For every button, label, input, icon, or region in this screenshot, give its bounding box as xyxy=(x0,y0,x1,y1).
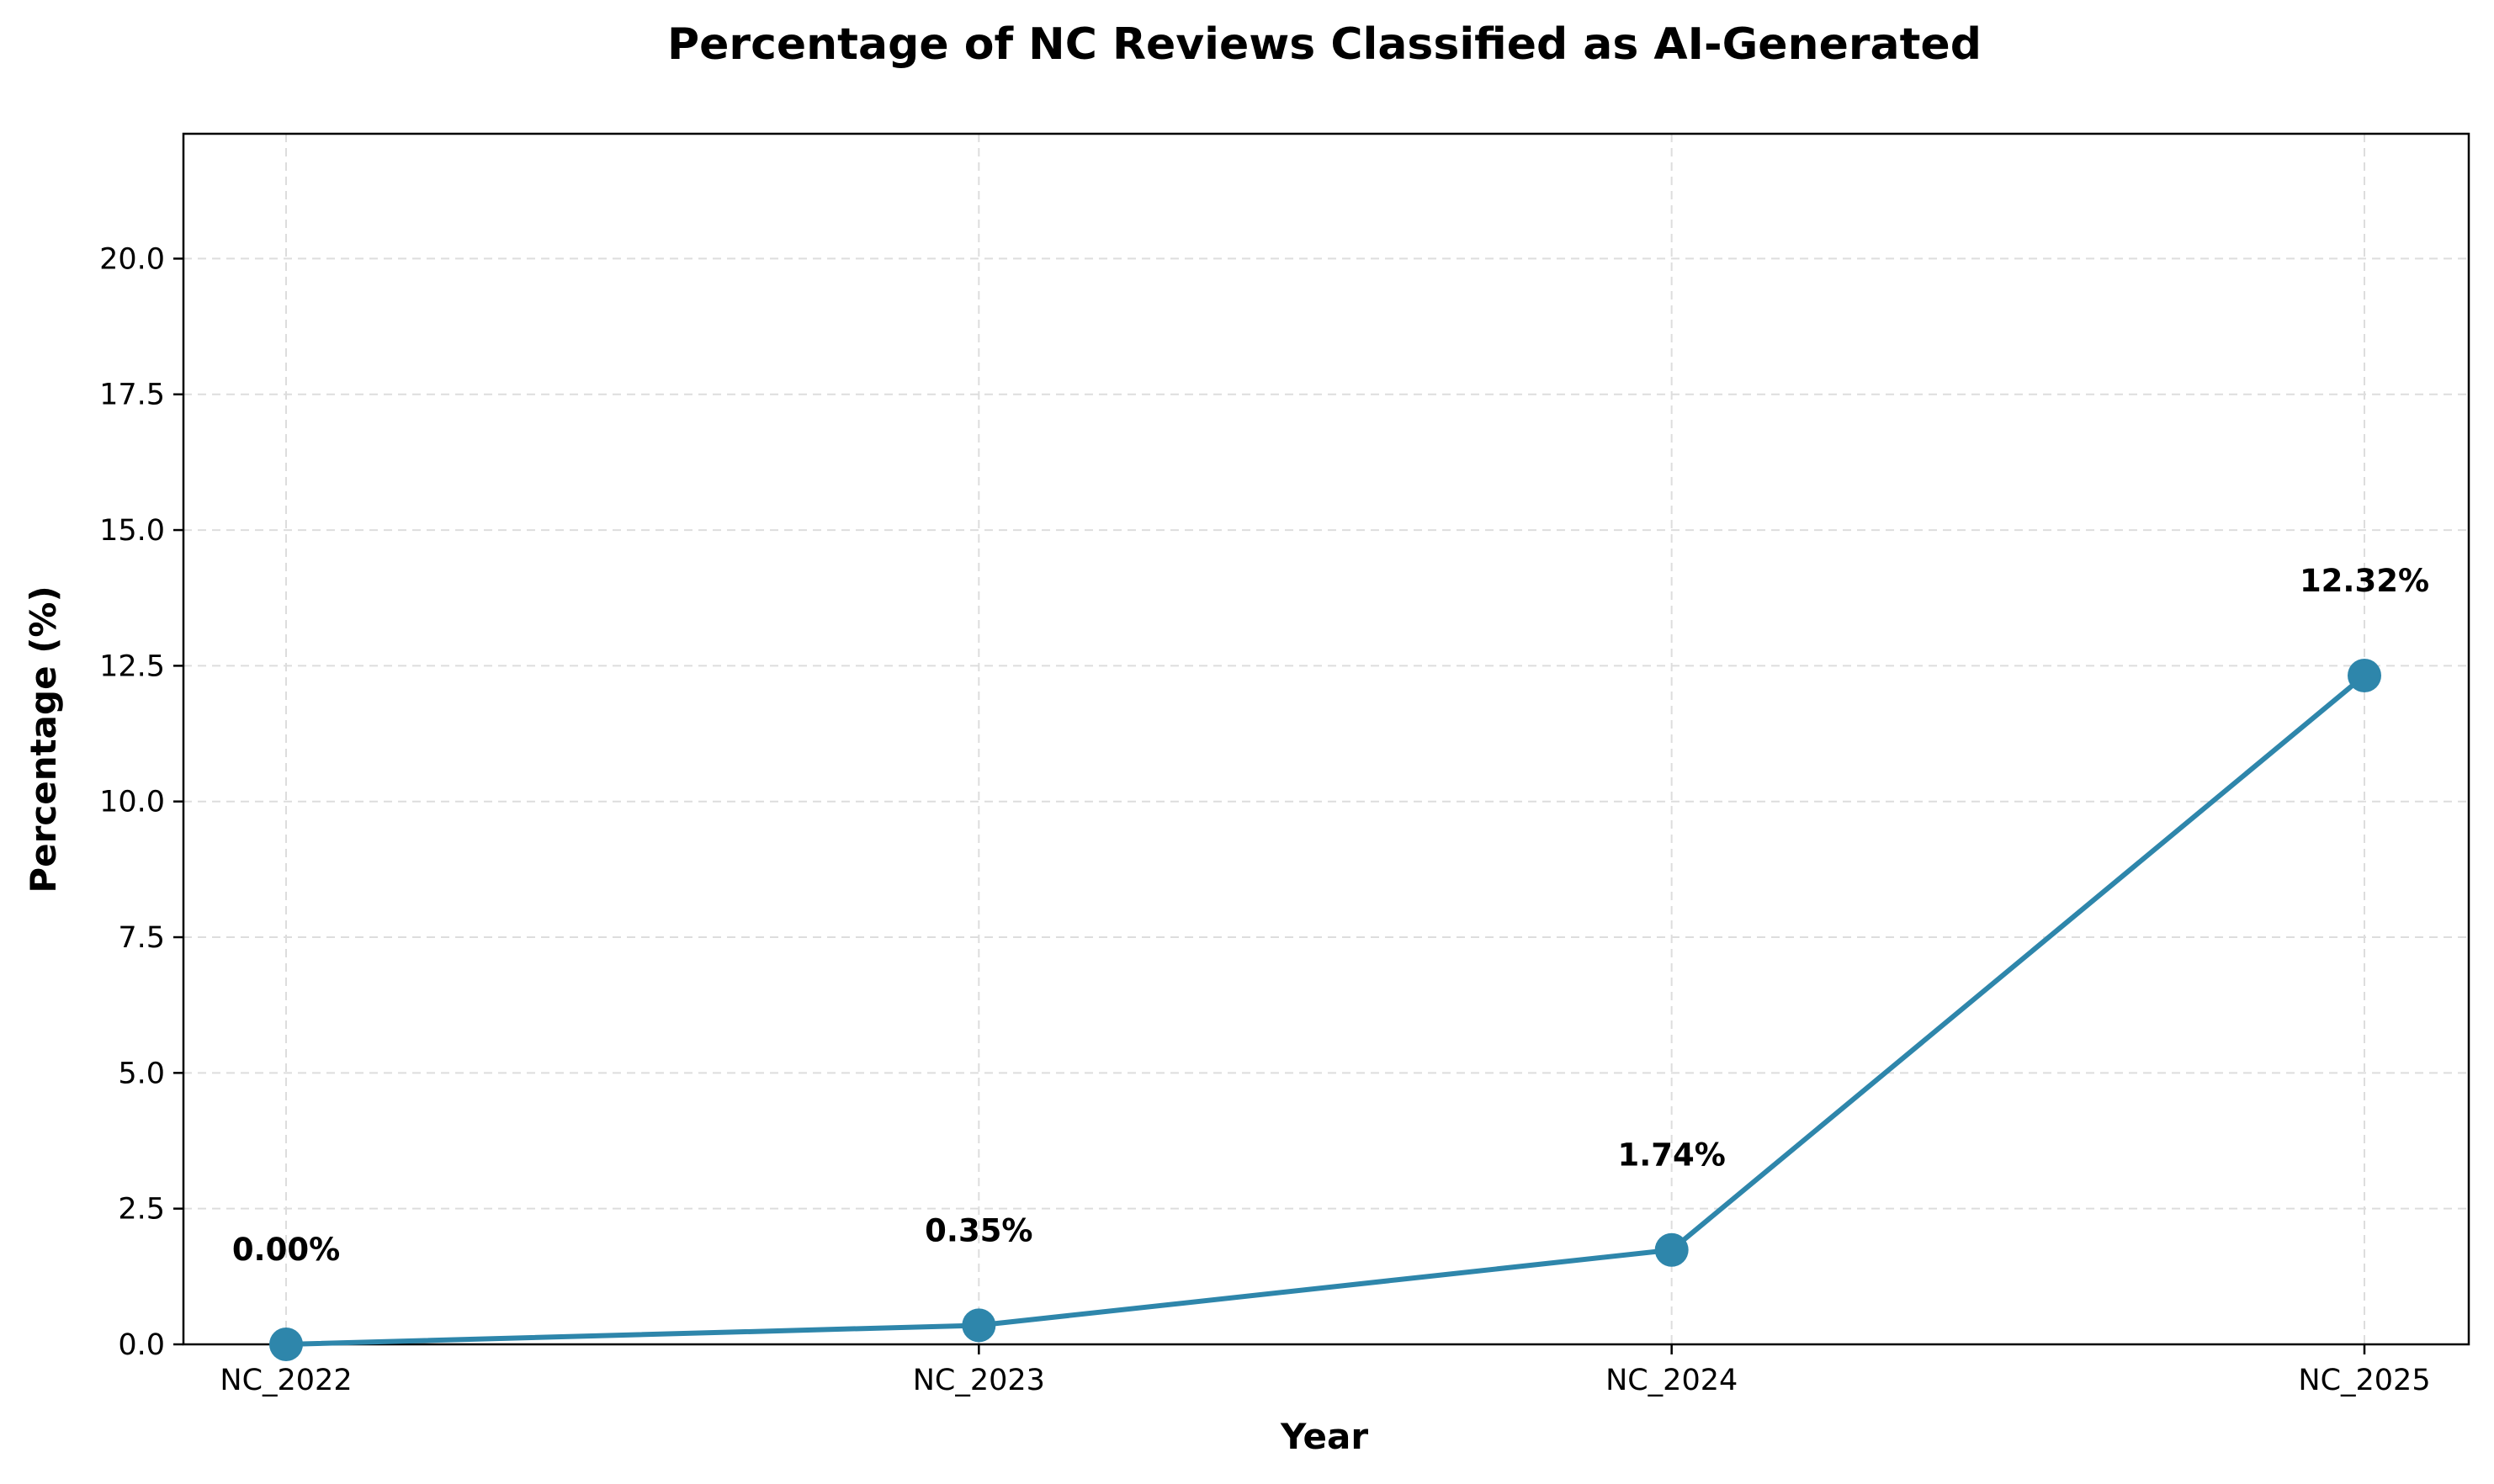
plot-frame xyxy=(182,132,2470,1346)
series-layer xyxy=(269,659,2381,1361)
x-tick-label: NC_2022 xyxy=(220,1364,352,1397)
chart-title: Percentage of NC Reviews Classified as A… xyxy=(667,19,1982,70)
x-tick-label: NC_2025 xyxy=(2298,1364,2430,1397)
data-point xyxy=(269,1328,303,1361)
data-label: 1.74% xyxy=(1617,1137,1725,1174)
data-label: 0.00% xyxy=(232,1232,340,1268)
data-label: 0.35% xyxy=(925,1212,1032,1248)
y-axis-label: Percentage (%) xyxy=(23,586,64,893)
y-tick-label: 7.5 xyxy=(118,921,165,955)
axes-layer: 0.0 2.5 5.0 7.5 10.0 12.5 15.0 17.5 20.0 NC_2022 N… xyxy=(99,132,2470,1397)
y-tick-label: 12.5 xyxy=(99,649,165,683)
y-tick-label: 0.0 xyxy=(118,1328,165,1362)
x-tick-label: NC_2024 xyxy=(1605,1364,1738,1397)
y-tick-label: 10.0 xyxy=(99,786,165,819)
data-label: 12.32% xyxy=(2300,563,2429,599)
x-tick-label: NC_2023 xyxy=(913,1364,1045,1397)
data-point xyxy=(1654,1232,1689,1267)
x-axis-label: Year xyxy=(1280,1416,1368,1457)
data-point xyxy=(2348,659,2381,693)
y-tick-label: 2.5 xyxy=(118,1193,165,1227)
data-point xyxy=(962,1308,996,1343)
y-tick-label: 5.0 xyxy=(118,1057,165,1090)
grid-layer xyxy=(183,134,2469,1344)
y-tick-label: 17.5 xyxy=(99,379,165,412)
y-tick-label: 15.0 xyxy=(99,514,165,548)
series-line xyxy=(284,673,2367,1347)
y-tick-label: 20.0 xyxy=(99,242,165,276)
data-labels-layer: 0.00% 0.35% 1.74% 12.32% xyxy=(232,563,2429,1268)
